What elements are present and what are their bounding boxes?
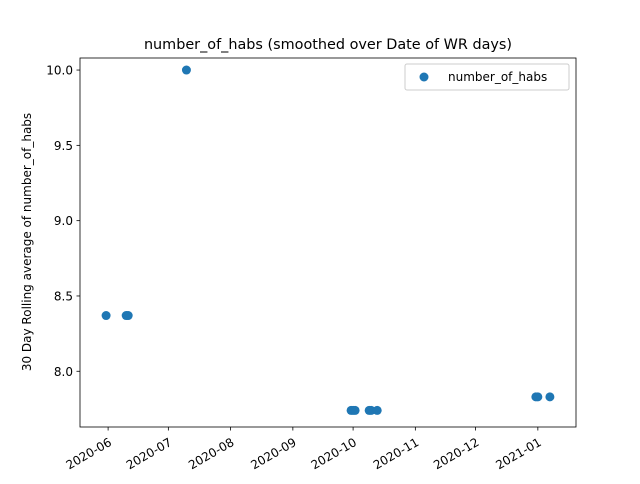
legend-label: number_of_habs bbox=[448, 70, 547, 84]
x-tick-label: 2021-01 bbox=[493, 435, 543, 472]
legend: number_of_habs bbox=[404, 63, 570, 91]
data-point bbox=[545, 392, 555, 402]
chart-title: number_of_habs (smoothed over Date of WR… bbox=[144, 37, 512, 53]
data-point bbox=[533, 392, 543, 402]
x-tick-label: 2020-09 bbox=[248, 435, 298, 472]
data-point bbox=[372, 405, 382, 415]
x-tick-label: 2020-12 bbox=[431, 435, 481, 472]
y-tick-label: 9.5 bbox=[54, 139, 73, 153]
x-tick-label: 2020-07 bbox=[124, 435, 174, 472]
legend-marker bbox=[419, 72, 429, 82]
y-tick-label: 8.0 bbox=[54, 365, 73, 379]
y-axis-label: 30 Day Rolling average of number_of_habs bbox=[20, 113, 34, 371]
y-tick-label: 10.0 bbox=[46, 64, 73, 78]
data-point bbox=[123, 311, 133, 321]
data-point bbox=[350, 405, 360, 415]
scatter-points bbox=[101, 65, 555, 415]
x-tick-label: 2020-10 bbox=[309, 435, 359, 472]
axis-ticks: 2020-06 2020-07 2020-08 2020-09 2020-10 2020-… bbox=[46, 64, 543, 473]
legend-box bbox=[404, 63, 570, 91]
data-point bbox=[101, 311, 111, 321]
y-tick-label: 9.0 bbox=[54, 214, 73, 228]
x-tick-label: 2020-11 bbox=[371, 435, 421, 472]
x-tick-label: 2020-06 bbox=[64, 435, 114, 472]
y-tick-label: 8.5 bbox=[54, 289, 73, 303]
data-point bbox=[181, 65, 191, 75]
plot-frame bbox=[79, 57, 577, 428]
x-tick-label: 2020-08 bbox=[186, 435, 236, 472]
